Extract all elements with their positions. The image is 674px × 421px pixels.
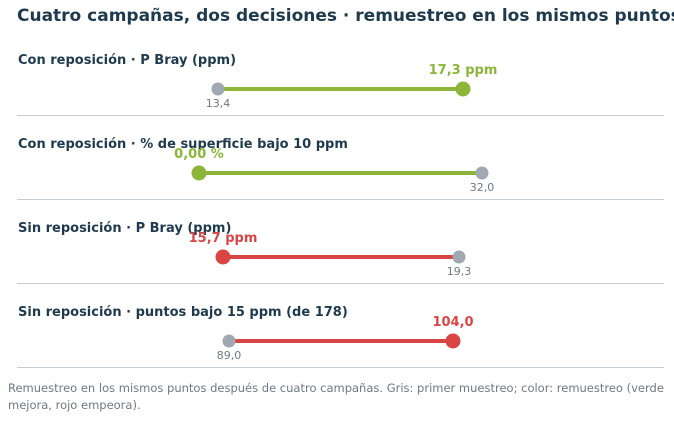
row-label: Sin reposición · puntos bajo 15 ppm (de …	[18, 305, 348, 320]
resample-point	[191, 165, 207, 181]
row-label: Sin reposición · P Bray (ppm)	[18, 221, 231, 236]
baseline-point	[475, 166, 489, 180]
baseline-point	[211, 82, 225, 96]
resample-value-label: 104,0	[432, 315, 473, 330]
baseline-value-label: 89,0	[217, 349, 242, 362]
baseline-value-label: 13,4	[206, 97, 231, 110]
chart-caption: Remuestreo en los mismos puntos después …	[8, 381, 664, 412]
resample-point	[445, 333, 461, 349]
dumbbell-chart: Con reposición · P Bray (ppm) 13,4 17,3 pp…	[17, 53, 664, 368]
baseline-point	[222, 334, 236, 348]
row-label: Con reposición · % de superficie bajo 10…	[18, 137, 348, 152]
baseline-point	[452, 250, 466, 264]
baseline-value-label: 19,3	[447, 265, 472, 278]
resample-point	[215, 249, 231, 265]
chart-title: Cuatro campañas, dos decisiones · remues…	[17, 6, 674, 26]
resample-value-label: 17,3 ppm	[429, 63, 498, 78]
row-label: Con reposición · P Bray (ppm)	[18, 53, 236, 68]
baseline-value-label: 32,0	[470, 181, 495, 194]
resample-value-label: 0,00 %	[174, 147, 224, 162]
resample-point	[455, 81, 471, 97]
resample-value-label: 15,7 ppm	[189, 231, 258, 246]
